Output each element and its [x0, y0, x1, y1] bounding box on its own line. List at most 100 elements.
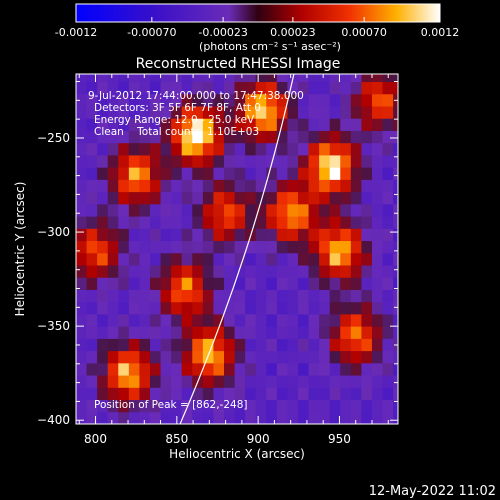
- heatmap-cell: [245, 179, 257, 193]
- heatmap-cell: [86, 338, 98, 352]
- heatmap-cell: [139, 289, 151, 303]
- heatmap-cell: [393, 277, 398, 290]
- heatmap-cell: [128, 301, 140, 315]
- heatmap-cell: [393, 289, 398, 303]
- y-tick-label: −350: [37, 319, 70, 333]
- heatmap-cell: [287, 118, 299, 131]
- heatmap-cell: [361, 240, 373, 254]
- heatmap-cell: [276, 350, 288, 364]
- heatmap-cell: [255, 362, 267, 376]
- heatmap-cell: [297, 289, 310, 303]
- heatmap-cell: [245, 277, 257, 290]
- heatmap-cell: [382, 289, 394, 303]
- heatmap-cell: [361, 167, 373, 180]
- heatmap-cell: [234, 142, 246, 156]
- heatmap-cell: [382, 191, 394, 205]
- x-tick-label: 850: [165, 432, 188, 446]
- heatmap-cell: [107, 411, 119, 424]
- heatmap-cell: [266, 301, 278, 315]
- heatmap-cell: [276, 74, 288, 83]
- heatmap-cell: [350, 154, 362, 168]
- heatmap-cell: [340, 93, 352, 107]
- heatmap-cell: [97, 130, 109, 144]
- heatmap-cell: [350, 228, 362, 242]
- heatmap-cell: [361, 264, 373, 278]
- y-tick-label: −300: [37, 225, 70, 239]
- heatmap-cell: [118, 240, 130, 254]
- heatmap-cell: [107, 301, 119, 315]
- heatmap-cell: [128, 105, 140, 119]
- heatmap-cell: [319, 301, 331, 315]
- heatmap-cell: [371, 362, 384, 376]
- heatmap-cell: [350, 167, 362, 180]
- heatmap-cell: [297, 411, 310, 424]
- heatmap-cell: [361, 301, 373, 315]
- heatmap-cell: [245, 81, 257, 95]
- heatmap-cell: [393, 203, 398, 217]
- heatmap-cell: [171, 179, 183, 193]
- heatmap-cell: [297, 130, 310, 144]
- heatmap-cell: [76, 130, 88, 144]
- heatmap-cell: [76, 93, 88, 107]
- colorbar-tick-label: 0.00070: [341, 26, 387, 39]
- heatmap-cell: [139, 154, 151, 168]
- heatmap-cell: [393, 375, 398, 388]
- heatmap-cell: [149, 203, 162, 217]
- heatmap-cell: [202, 338, 214, 352]
- heatmap-cell: [255, 240, 267, 254]
- heatmap-cell: [149, 154, 162, 168]
- heatmap-cell: [371, 399, 384, 413]
- heatmap-cell: [361, 191, 373, 205]
- heatmap-cell: [223, 130, 236, 144]
- heatmap-cell: [223, 240, 236, 254]
- heatmap-cell: [266, 74, 278, 83]
- heatmap-cell: [245, 252, 257, 266]
- heatmap-cell: [371, 81, 384, 95]
- heatmap-cell: [276, 228, 288, 242]
- heatmap-cell: [393, 167, 398, 180]
- heatmap-cell: [139, 203, 151, 217]
- heatmap-cell: [266, 216, 278, 229]
- heatmap-cell: [361, 81, 373, 95]
- heatmap-cell: [139, 81, 151, 95]
- heatmap-cell: [266, 240, 278, 254]
- heatmap-cell: [266, 105, 278, 119]
- heatmap-cell: [107, 375, 119, 388]
- heatmap-cell: [287, 289, 299, 303]
- heatmap-cell: [139, 301, 151, 315]
- heatmap-cell: [276, 313, 288, 327]
- heatmap-cell: [128, 74, 140, 83]
- heatmap-cell: [128, 81, 140, 95]
- heatmap-cell: [350, 93, 362, 107]
- heatmap-cell: [266, 338, 278, 352]
- heatmap-cell: [181, 264, 193, 278]
- heatmap-cell: [371, 338, 384, 352]
- heatmap-cell: [107, 179, 119, 193]
- heatmap-cell: [234, 411, 246, 424]
- heatmap-cell: [287, 142, 299, 156]
- heatmap-cell: [350, 387, 362, 401]
- heatmap-cell: [118, 191, 130, 205]
- heatmap-cell: [266, 179, 278, 193]
- heatmap-cell: [329, 142, 341, 156]
- heatmap-cell: [202, 289, 214, 303]
- heatmap-cell: [149, 118, 162, 131]
- heatmap-cell: [171, 313, 183, 327]
- heatmap-cell: [234, 130, 246, 144]
- heatmap-cell: [340, 301, 352, 315]
- heatmap-cell: [297, 105, 310, 119]
- heatmap-cell: [255, 118, 267, 131]
- heatmap-cell: [340, 228, 352, 242]
- heatmap-cell: [171, 228, 183, 242]
- heatmap-cell: [245, 240, 257, 254]
- heatmap-cell: [202, 130, 214, 144]
- heatmap-cell: [76, 179, 88, 193]
- heatmap-cell: [276, 93, 288, 107]
- heatmap-cell: [160, 326, 172, 339]
- heatmap-cell: [276, 240, 288, 254]
- heatmap-cell: [107, 81, 119, 95]
- heatmap-cell: [297, 154, 310, 168]
- heatmap-cell: [149, 289, 162, 303]
- heatmap-cell: [202, 216, 214, 229]
- heatmap-cell: [202, 179, 214, 193]
